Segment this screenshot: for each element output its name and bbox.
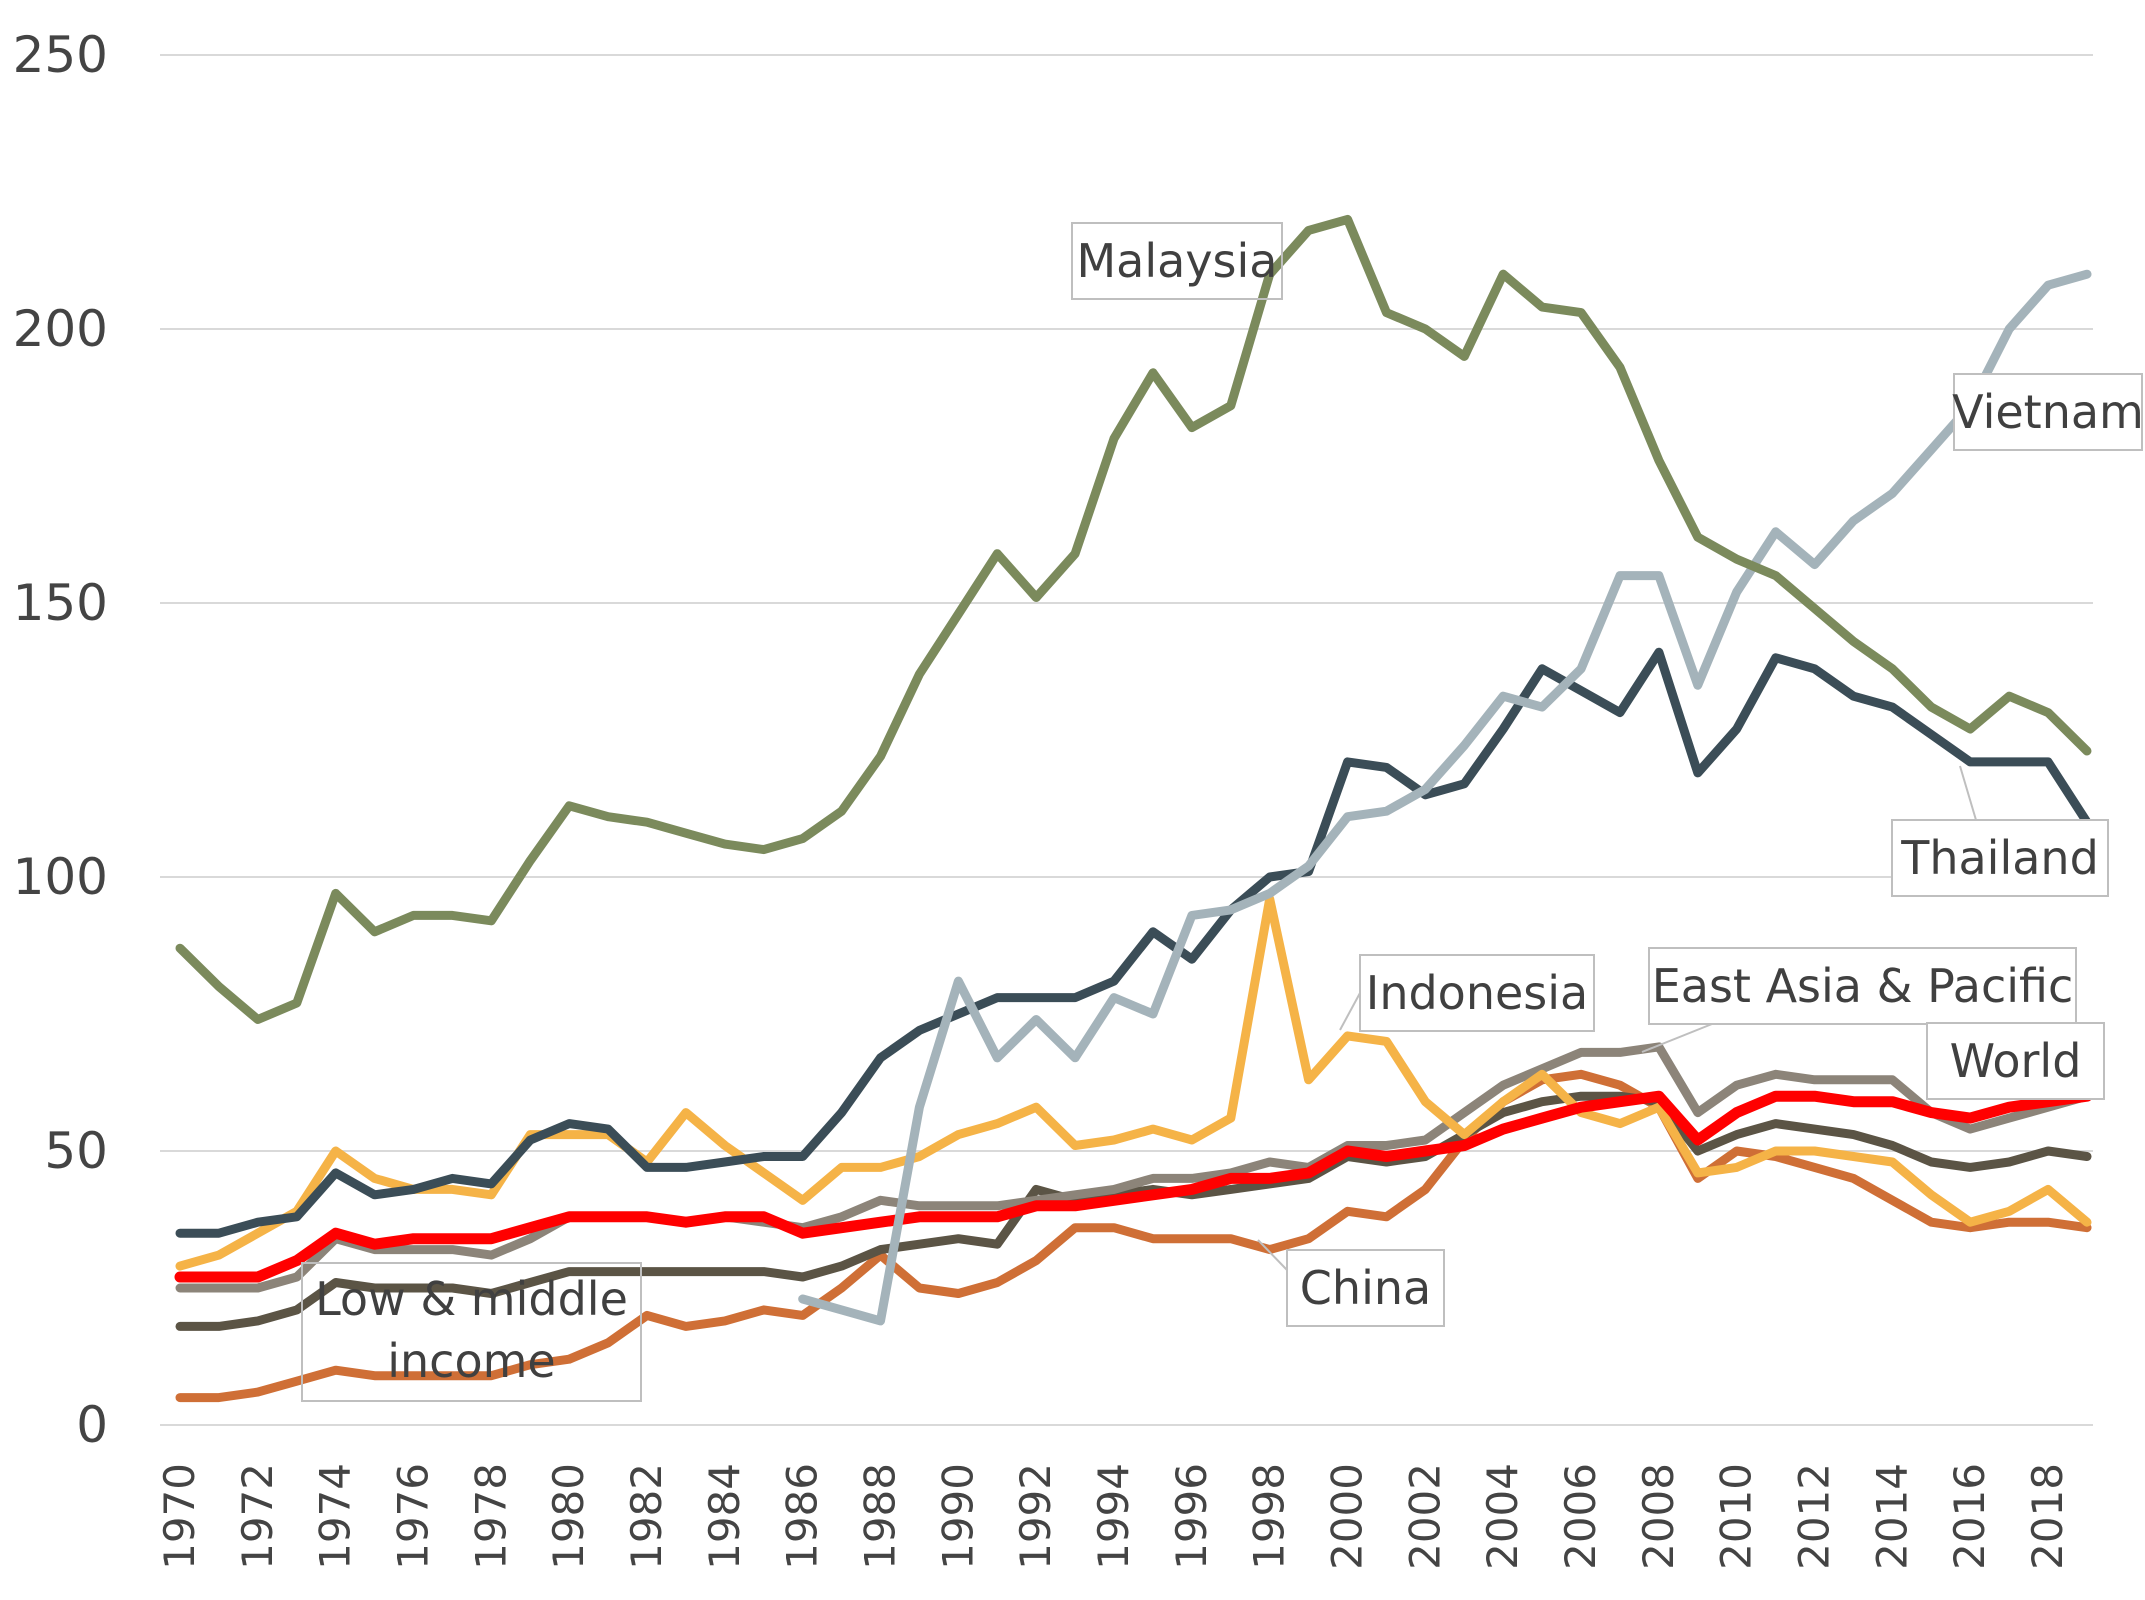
x-tick-label-2002: 2002 <box>1400 1463 1449 1570</box>
annotation-label: World <box>1950 1034 2082 1088</box>
x-tick-label-2010: 2010 <box>1712 1463 1761 1570</box>
annotation-leader-line <box>1339 992 1361 1031</box>
x-tick-label-1976: 1976 <box>389 1463 438 1570</box>
annotation-label-line: income <box>387 1334 555 1388</box>
annotations: Malaysia Vietnam Thailand Indonesia East Asi… <box>301 222 2144 1402</box>
annotation-thailand: Thailand <box>1891 765 2109 897</box>
x-tick-label-1974: 1974 <box>311 1463 360 1570</box>
grid <box>160 54 2093 1426</box>
annotation-label: Vietnam <box>1952 385 2144 439</box>
x-tick-label-2008: 2008 <box>1634 1463 1683 1570</box>
annotation-label: East Asia & Pacific <box>1652 959 2074 1013</box>
x-tick-label-1998: 1998 <box>1245 1463 1294 1570</box>
annotation-vietnam: Vietnam <box>1952 373 2144 451</box>
x-tick-label-2006: 2006 <box>1556 1463 1605 1570</box>
annotation-east-asia-and-pacific: East Asia & Pacific <box>1641 947 2077 1053</box>
annotation-box <box>1286 1249 1445 1327</box>
annotation-box <box>301 1262 642 1402</box>
annotation-label: Indonesia <box>1366 966 1588 1020</box>
series-line-vietnam <box>798 269 2092 1326</box>
annotation-leader-line <box>1257 1239 1288 1271</box>
x-tick-label-2016: 2016 <box>1945 1463 1994 1570</box>
x-tick-label-1992: 1992 <box>1011 1463 1060 1570</box>
y-tick-label-200: 200 <box>13 300 108 358</box>
y-tick-label-0: 0 <box>76 1396 108 1454</box>
x-tick-label-2018: 2018 <box>2023 1463 2072 1570</box>
annotation-china: China <box>1257 1239 1445 1327</box>
series-lines <box>174 214 2093 1403</box>
x-tick-label-1980: 1980 <box>544 1463 593 1570</box>
y-tick-label-250: 250 <box>13 26 108 84</box>
y-tick-label-50: 50 <box>44 1122 108 1180</box>
series-line-malaysia <box>175 214 2092 1024</box>
annotation-box <box>1891 819 2109 897</box>
annotation-box <box>1071 222 1283 300</box>
x-tick-label-1984: 1984 <box>700 1463 749 1570</box>
annotation-world: World <box>1926 1022 2105 1100</box>
x-tick-label-1996: 1996 <box>1167 1463 1216 1570</box>
series-line-indonesia <box>175 894 2092 1271</box>
annotation-leader-line <box>1959 765 1977 821</box>
annotation-box <box>1926 1022 2105 1100</box>
annotation-label: Malaysia <box>1076 234 1277 288</box>
annotation-malaysia: Malaysia <box>1071 222 1283 300</box>
y-axis-ticks: 0 50 100 150 200 250 <box>13 26 108 1454</box>
x-tick-label-1982: 1982 <box>622 1463 671 1570</box>
annotation-box <box>1648 947 2077 1025</box>
x-tick-label-1986: 1986 <box>778 1463 827 1570</box>
x-tick-label-2012: 2012 <box>1790 1463 1839 1570</box>
annotation-label: Thailand <box>1900 831 2099 885</box>
x-tick-label-1970: 1970 <box>155 1463 204 1570</box>
annotation-label-line: Low & middle <box>315 1272 628 1326</box>
annotation-label: China <box>1300 1261 1431 1315</box>
series-line-thailand <box>175 647 2092 1238</box>
y-tick-label-150: 150 <box>13 574 108 632</box>
annotation-low-and-middle-income: Low & middle income <box>301 1262 642 1402</box>
x-axis-ticks: 1970 1972 1974 1976 1978 1980 1982 1984 1986 1988… <box>155 1463 2072 1570</box>
x-tick-label-1972: 1972 <box>233 1463 282 1570</box>
x-tick-label-1978: 1978 <box>466 1463 515 1570</box>
y-tick-label-100: 100 <box>13 848 108 906</box>
annotation-box <box>1359 954 1595 1032</box>
annotation-leader-line <box>1641 1023 1713 1053</box>
x-tick-label-1990: 1990 <box>933 1463 982 1570</box>
series-line-east-asia-and-pacific <box>175 1042 2092 1293</box>
annotation-indonesia: Indonesia <box>1339 954 1595 1032</box>
x-tick-label-2014: 2014 <box>1867 1463 1916 1570</box>
x-tick-label-1988: 1988 <box>856 1463 905 1570</box>
series-line-world <box>174 1090 2093 1283</box>
x-tick-label-1994: 1994 <box>1089 1463 1138 1570</box>
x-tick-label-2000: 2000 <box>1323 1463 1372 1570</box>
x-tick-label-2004: 2004 <box>1478 1463 1527 1570</box>
annotation-box <box>1953 373 2143 451</box>
